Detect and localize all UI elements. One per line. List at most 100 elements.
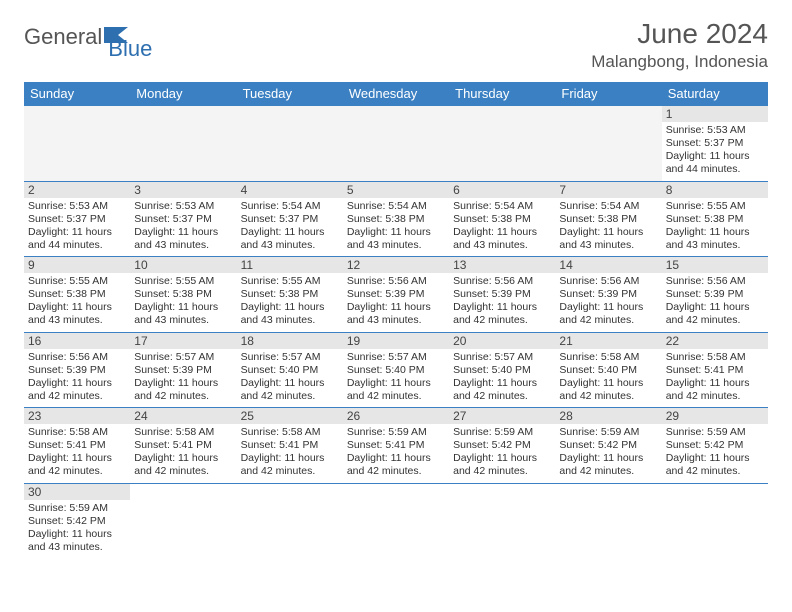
calendar-empty-cell <box>343 106 449 182</box>
calendar-day-cell: 10Sunrise: 5:55 AMSunset: 5:38 PMDayligh… <box>130 257 236 333</box>
day-details: Sunrise: 5:59 AMSunset: 5:41 PMDaylight:… <box>343 424 449 483</box>
calendar-empty-cell <box>130 483 236 558</box>
day-number: 28 <box>555 408 661 424</box>
calendar-day-cell: 14Sunrise: 5:56 AMSunset: 5:39 PMDayligh… <box>555 257 661 333</box>
day-number: 14 <box>555 257 661 273</box>
calendar-day-cell: 20Sunrise: 5:57 AMSunset: 5:40 PMDayligh… <box>449 332 555 408</box>
day-number: 11 <box>237 257 343 273</box>
calendar-row: 9Sunrise: 5:55 AMSunset: 5:38 PMDaylight… <box>24 257 768 333</box>
day-details: Sunrise: 5:57 AMSunset: 5:40 PMDaylight:… <box>449 349 555 408</box>
day-details: Sunrise: 5:55 AMSunset: 5:38 PMDaylight:… <box>24 273 130 332</box>
calendar-day-cell: 8Sunrise: 5:55 AMSunset: 5:38 PMDaylight… <box>662 181 768 257</box>
day-number: 27 <box>449 408 555 424</box>
day-details: Sunrise: 5:55 AMSunset: 5:38 PMDaylight:… <box>662 198 768 257</box>
day-number: 24 <box>130 408 236 424</box>
title-block: June 2024 Malangbong, Indonesia <box>591 18 768 72</box>
day-details: Sunrise: 5:54 AMSunset: 5:37 PMDaylight:… <box>237 198 343 257</box>
calendar-empty-cell <box>555 106 661 182</box>
brand-text-blue: Blue <box>108 36 152 62</box>
day-details: Sunrise: 5:58 AMSunset: 5:41 PMDaylight:… <box>24 424 130 483</box>
calendar-day-cell: 15Sunrise: 5:56 AMSunset: 5:39 PMDayligh… <box>662 257 768 333</box>
day-details: Sunrise: 5:58 AMSunset: 5:41 PMDaylight:… <box>130 424 236 483</box>
day-details: Sunrise: 5:56 AMSunset: 5:39 PMDaylight:… <box>555 273 661 332</box>
calendar-empty-cell <box>662 483 768 558</box>
day-details: Sunrise: 5:59 AMSunset: 5:42 PMDaylight:… <box>24 500 130 559</box>
day-details: Sunrise: 5:58 AMSunset: 5:41 PMDaylight:… <box>662 349 768 408</box>
day-number: 10 <box>130 257 236 273</box>
calendar-day-cell: 19Sunrise: 5:57 AMSunset: 5:40 PMDayligh… <box>343 332 449 408</box>
calendar-row: 30Sunrise: 5:59 AMSunset: 5:42 PMDayligh… <box>24 483 768 558</box>
calendar-empty-cell <box>343 483 449 558</box>
calendar-day-cell: 29Sunrise: 5:59 AMSunset: 5:42 PMDayligh… <box>662 408 768 484</box>
calendar-day-cell: 30Sunrise: 5:59 AMSunset: 5:42 PMDayligh… <box>24 483 130 558</box>
weekday-header: Sunday <box>24 82 130 106</box>
day-number: 12 <box>343 257 449 273</box>
calendar-table: SundayMondayTuesdayWednesdayThursdayFrid… <box>24 82 768 558</box>
day-details: Sunrise: 5:57 AMSunset: 5:40 PMDaylight:… <box>237 349 343 408</box>
weekday-header: Wednesday <box>343 82 449 106</box>
calendar-row: 23Sunrise: 5:58 AMSunset: 5:41 PMDayligh… <box>24 408 768 484</box>
day-number: 25 <box>237 408 343 424</box>
day-number: 29 <box>662 408 768 424</box>
calendar-empty-cell <box>24 106 130 182</box>
calendar-day-cell: 22Sunrise: 5:58 AMSunset: 5:41 PMDayligh… <box>662 332 768 408</box>
calendar-body: 1Sunrise: 5:53 AMSunset: 5:37 PMDaylight… <box>24 106 768 559</box>
calendar-day-cell: 26Sunrise: 5:59 AMSunset: 5:41 PMDayligh… <box>343 408 449 484</box>
day-details: Sunrise: 5:59 AMSunset: 5:42 PMDaylight:… <box>555 424 661 483</box>
day-number: 30 <box>24 484 130 500</box>
weekday-header: Thursday <box>449 82 555 106</box>
calendar-row: 16Sunrise: 5:56 AMSunset: 5:39 PMDayligh… <box>24 332 768 408</box>
day-details: Sunrise: 5:53 AMSunset: 5:37 PMDaylight:… <box>24 198 130 257</box>
day-number: 16 <box>24 333 130 349</box>
calendar-empty-cell <box>449 483 555 558</box>
day-details: Sunrise: 5:55 AMSunset: 5:38 PMDaylight:… <box>237 273 343 332</box>
day-number: 23 <box>24 408 130 424</box>
calendar-day-cell: 25Sunrise: 5:58 AMSunset: 5:41 PMDayligh… <box>237 408 343 484</box>
day-details: Sunrise: 5:57 AMSunset: 5:40 PMDaylight:… <box>343 349 449 408</box>
calendar-empty-cell <box>130 106 236 182</box>
calendar-day-cell: 5Sunrise: 5:54 AMSunset: 5:38 PMDaylight… <box>343 181 449 257</box>
calendar-row: 1Sunrise: 5:53 AMSunset: 5:37 PMDaylight… <box>24 106 768 182</box>
calendar-day-cell: 17Sunrise: 5:57 AMSunset: 5:39 PMDayligh… <box>130 332 236 408</box>
weekday-header: Friday <box>555 82 661 106</box>
calendar-day-cell: 21Sunrise: 5:58 AMSunset: 5:40 PMDayligh… <box>555 332 661 408</box>
brand-text-general: General <box>24 24 102 50</box>
day-details: Sunrise: 5:55 AMSunset: 5:38 PMDaylight:… <box>130 273 236 332</box>
day-details: Sunrise: 5:57 AMSunset: 5:39 PMDaylight:… <box>130 349 236 408</box>
day-details: Sunrise: 5:56 AMSunset: 5:39 PMDaylight:… <box>662 273 768 332</box>
day-number: 2 <box>24 182 130 198</box>
day-details: Sunrise: 5:54 AMSunset: 5:38 PMDaylight:… <box>343 198 449 257</box>
day-number: 8 <box>662 182 768 198</box>
calendar-day-cell: 23Sunrise: 5:58 AMSunset: 5:41 PMDayligh… <box>24 408 130 484</box>
day-number: 6 <box>449 182 555 198</box>
day-number: 1 <box>662 106 768 122</box>
day-number: 17 <box>130 333 236 349</box>
weekday-header: Monday <box>130 82 236 106</box>
calendar-day-cell: 18Sunrise: 5:57 AMSunset: 5:40 PMDayligh… <box>237 332 343 408</box>
weekday-header: Tuesday <box>237 82 343 106</box>
day-details: Sunrise: 5:56 AMSunset: 5:39 PMDaylight:… <box>343 273 449 332</box>
calendar-day-cell: 3Sunrise: 5:53 AMSunset: 5:37 PMDaylight… <box>130 181 236 257</box>
calendar-day-cell: 7Sunrise: 5:54 AMSunset: 5:38 PMDaylight… <box>555 181 661 257</box>
day-details: Sunrise: 5:53 AMSunset: 5:37 PMDaylight:… <box>662 122 768 181</box>
calendar-day-cell: 1Sunrise: 5:53 AMSunset: 5:37 PMDaylight… <box>662 106 768 182</box>
calendar-day-cell: 9Sunrise: 5:55 AMSunset: 5:38 PMDaylight… <box>24 257 130 333</box>
day-number: 26 <box>343 408 449 424</box>
month-title: June 2024 <box>591 18 768 50</box>
day-details: Sunrise: 5:59 AMSunset: 5:42 PMDaylight:… <box>662 424 768 483</box>
day-number: 22 <box>662 333 768 349</box>
calendar-day-cell: 27Sunrise: 5:59 AMSunset: 5:42 PMDayligh… <box>449 408 555 484</box>
day-details: Sunrise: 5:56 AMSunset: 5:39 PMDaylight:… <box>24 349 130 408</box>
page-header: General Blue June 2024 Malangbong, Indon… <box>24 18 768 72</box>
day-number: 18 <box>237 333 343 349</box>
day-number: 19 <box>343 333 449 349</box>
calendar-day-cell: 4Sunrise: 5:54 AMSunset: 5:37 PMDaylight… <box>237 181 343 257</box>
day-number: 20 <box>449 333 555 349</box>
day-number: 21 <box>555 333 661 349</box>
day-number: 4 <box>237 182 343 198</box>
calendar-header-row: SundayMondayTuesdayWednesdayThursdayFrid… <box>24 82 768 106</box>
calendar-day-cell: 16Sunrise: 5:56 AMSunset: 5:39 PMDayligh… <box>24 332 130 408</box>
weekday-header: Saturday <box>662 82 768 106</box>
calendar-day-cell: 24Sunrise: 5:58 AMSunset: 5:41 PMDayligh… <box>130 408 236 484</box>
day-number: 9 <box>24 257 130 273</box>
